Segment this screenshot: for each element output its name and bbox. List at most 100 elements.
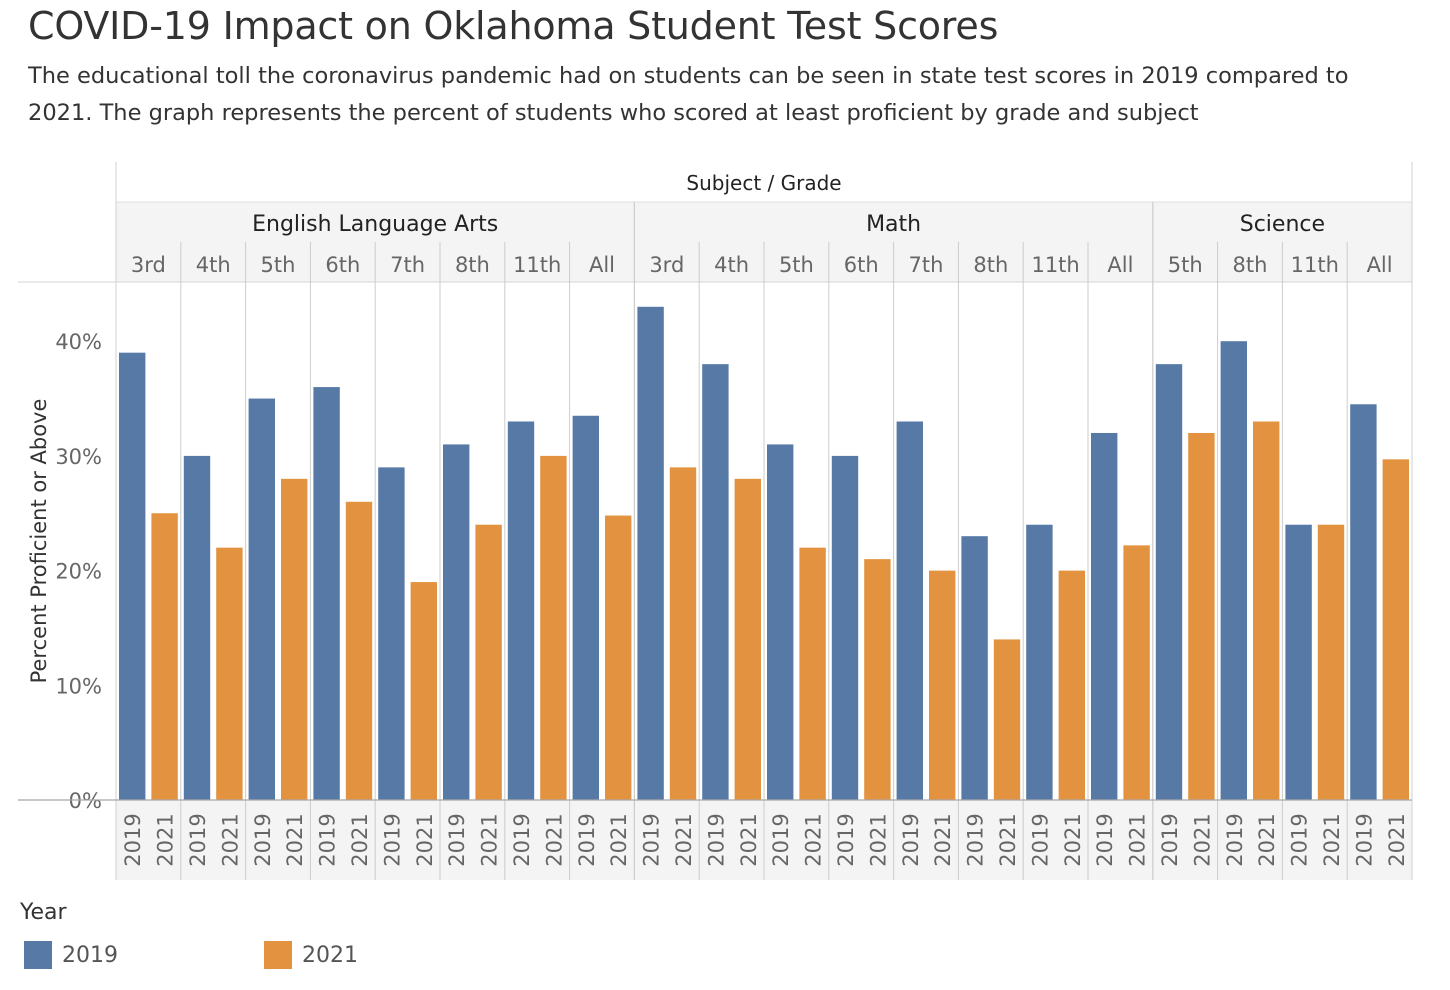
grade-label: 11th xyxy=(513,253,561,277)
year-tick-label: 2019 xyxy=(964,813,988,866)
year-tick-label: 2019 xyxy=(251,813,275,866)
bar-science-all-2021[interactable] xyxy=(1382,459,1409,800)
year-tick-label: 2019 xyxy=(1223,813,1247,866)
bar-science-5th-2019[interactable] xyxy=(1155,364,1183,800)
bar-english-language-arts-5th-2021[interactable] xyxy=(281,478,308,800)
year-tick-label: 2021 xyxy=(1255,813,1279,866)
grade-label: 6th xyxy=(844,253,879,277)
bar-english-language-arts-8th-2021[interactable] xyxy=(475,524,502,800)
subject-label: Math xyxy=(866,212,921,237)
year-tick-label: 2021 xyxy=(1126,813,1150,866)
year-tick-label: 2021 xyxy=(413,813,437,866)
year-tick-label: 2019 xyxy=(445,813,469,866)
header-title: Subject / Grade xyxy=(686,171,841,195)
year-tick-label: 2021 xyxy=(607,813,631,866)
grade-label: 11th xyxy=(1031,253,1079,277)
grade-label: 4th xyxy=(714,253,749,277)
grade-label: All xyxy=(589,253,615,277)
year-tick-label: 2019 xyxy=(704,813,728,866)
grade-label: 6th xyxy=(325,253,360,277)
bar-math-7th-2021[interactable] xyxy=(929,570,956,800)
bar-english-language-arts-6th-2019[interactable] xyxy=(313,387,340,800)
bar-science-8th-2019[interactable] xyxy=(1220,341,1247,800)
grade-label: 7th xyxy=(909,253,944,277)
y-tick-label: 20% xyxy=(55,560,102,584)
bar-english-language-arts-5th-2019[interactable] xyxy=(248,398,275,800)
grade-label: All xyxy=(1367,253,1393,277)
year-tick-label: 2021 xyxy=(737,813,761,866)
legend-item-2021[interactable]: 2021 xyxy=(264,940,358,970)
bar-math-all-2019[interactable] xyxy=(1091,432,1118,800)
year-tick-label: 2019 xyxy=(1288,813,1312,866)
year-tick-label: 2019 xyxy=(575,813,599,866)
year-tick-label: 2021 xyxy=(1385,813,1409,866)
bar-math-6th-2019[interactable] xyxy=(831,455,859,800)
year-tick-label: 2021 xyxy=(672,813,696,866)
year-tick-label: 2019 xyxy=(834,813,858,866)
bar-english-language-arts-6th-2021[interactable] xyxy=(345,501,373,800)
legend-label-2021: 2021 xyxy=(302,942,358,968)
bar-math-4th-2019[interactable] xyxy=(702,364,729,800)
bar-math-3rd-2021[interactable] xyxy=(669,467,697,800)
bar-math-all-2021[interactable] xyxy=(1123,545,1150,800)
year-tick-label: 2019 xyxy=(899,813,923,866)
bar-science-11th-2021[interactable] xyxy=(1317,524,1345,800)
year-tick-label: 2021 xyxy=(348,813,372,866)
legend-swatch-2019 xyxy=(24,941,52,969)
chart-title: COVID-19 Impact on Oklahoma Student Test… xyxy=(28,4,999,48)
y-tick-label: 30% xyxy=(55,445,102,469)
grade-label: 3rd xyxy=(649,253,684,277)
bar-english-language-arts-8th-2019[interactable] xyxy=(443,444,470,800)
year-tick-label: 2019 xyxy=(640,813,664,866)
bar-english-language-arts-4th-2019[interactable] xyxy=(183,455,211,800)
year-tick-label: 2019 xyxy=(380,813,404,866)
bar-math-5th-2019[interactable] xyxy=(767,444,794,800)
year-tick-label: 2019 xyxy=(510,813,534,866)
year-tick-label: 2019 xyxy=(1352,813,1376,866)
y-axis-label: Percent Proficient or Above xyxy=(27,399,51,684)
y-tick-label: 0% xyxy=(69,789,102,813)
bar-math-8th-2021[interactable] xyxy=(993,639,1021,800)
grade-label: 7th xyxy=(390,253,425,277)
legend-label-2019: 2019 xyxy=(62,942,118,968)
bar-science-11th-2019[interactable] xyxy=(1285,524,1312,800)
bar-math-11th-2019[interactable] xyxy=(1026,524,1053,800)
bar-english-language-arts-all-2019[interactable] xyxy=(572,415,599,800)
year-tick-label: 2021 xyxy=(218,813,242,866)
bar-english-language-arts-4th-2021[interactable] xyxy=(216,547,243,800)
bar-english-language-arts-7th-2019[interactable] xyxy=(378,467,405,800)
year-tick-label: 2019 xyxy=(769,813,793,866)
grade-label: 8th xyxy=(973,253,1008,277)
year-tick-label: 2021 xyxy=(866,813,890,866)
bar-science-8th-2021[interactable] xyxy=(1253,421,1280,800)
year-tick-label: 2019 xyxy=(1093,813,1117,866)
bar-science-5th-2021[interactable] xyxy=(1188,432,1215,800)
year-tick-label: 2021 xyxy=(802,813,826,866)
year-tick-label: 2021 xyxy=(154,813,178,866)
y-tick-label: 40% xyxy=(55,330,102,354)
legend-item-2019[interactable]: 2019 xyxy=(24,940,118,970)
year-tick-label: 2021 xyxy=(996,813,1020,866)
grade-label: 5th xyxy=(779,253,814,277)
legend-title: Year xyxy=(20,900,67,925)
bar-math-11th-2021[interactable] xyxy=(1058,570,1085,800)
bar-math-5th-2021[interactable] xyxy=(799,547,826,800)
year-tick-label: 2021 xyxy=(283,813,307,866)
subject-label: English Language Arts xyxy=(252,212,498,237)
bar-math-7th-2019[interactable] xyxy=(896,421,923,800)
bar-math-8th-2019[interactable] xyxy=(961,536,988,800)
grade-label: 5th xyxy=(261,253,296,277)
bar-english-language-arts-3rd-2021[interactable] xyxy=(151,513,178,800)
bar-math-4th-2021[interactable] xyxy=(734,478,761,800)
bar-english-language-arts-11th-2021[interactable] xyxy=(540,455,567,800)
bar-chart: Subject / Grade 0% 10% 20% 30% 40% Percent Pro… xyxy=(18,162,1413,880)
bar-english-language-arts-7th-2021[interactable] xyxy=(410,582,437,800)
bar-english-language-arts-11th-2019[interactable] xyxy=(507,421,535,800)
bar-math-3rd-2019[interactable] xyxy=(637,306,664,800)
bar-english-language-arts-all-2021[interactable] xyxy=(605,515,632,800)
bar-english-language-arts-3rd-2019[interactable] xyxy=(119,352,146,800)
bar-science-all-2019[interactable] xyxy=(1350,404,1377,800)
year-tick-label: 2021 xyxy=(1061,813,1085,866)
bar-math-6th-2021[interactable] xyxy=(864,559,891,800)
grade-label: 5th xyxy=(1168,253,1203,277)
